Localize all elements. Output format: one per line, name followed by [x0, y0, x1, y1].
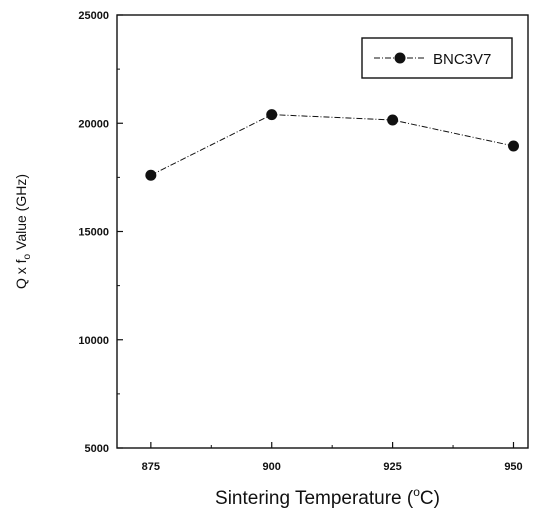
series-line-bnc3v7: [150, 114, 514, 176]
y-axis-label-main: Q x f: [13, 259, 29, 289]
x-axis-label: Sintering Temperature (oC): [215, 485, 440, 509]
legend-marker: [394, 52, 406, 64]
y-tick-label: 25000: [78, 10, 109, 22]
y-tick-label: 10000: [78, 335, 109, 347]
x-axis-label-main: Sintering Temperature (: [215, 488, 414, 509]
legend: BNC3V7: [361, 37, 513, 79]
x-axis-ticks: 875 900 925 950: [142, 442, 523, 473]
x-tick-label: 900: [263, 461, 281, 473]
data-point: [507, 140, 519, 152]
x-axis-label-rest: C): [420, 488, 440, 509]
data-point: [266, 109, 278, 121]
x-tick-label: 925: [383, 461, 401, 473]
y-tick-label: 5000: [85, 443, 109, 455]
data-point: [145, 169, 157, 181]
x-tick-label: 950: [504, 461, 522, 473]
y-tick-label: 20000: [78, 118, 109, 130]
y-axis-label-subscript: o: [22, 253, 33, 259]
legend-label: BNC3V7: [433, 51, 491, 68]
y-axis-label-rest: Value (GHz): [13, 174, 29, 254]
series-layer: [145, 109, 519, 181]
y-tick-label: 15000: [78, 227, 109, 239]
plot-frame: [116, 14, 529, 449]
x-axis-label-degree: o: [413, 485, 420, 499]
y-axis-label: Q x fo Value (GHz): [13, 174, 33, 289]
x-tick-label: 875: [142, 461, 160, 473]
y-axis-ticks: 5000 10000 15000 20000 25000: [78, 10, 123, 455]
data-point: [387, 114, 399, 126]
